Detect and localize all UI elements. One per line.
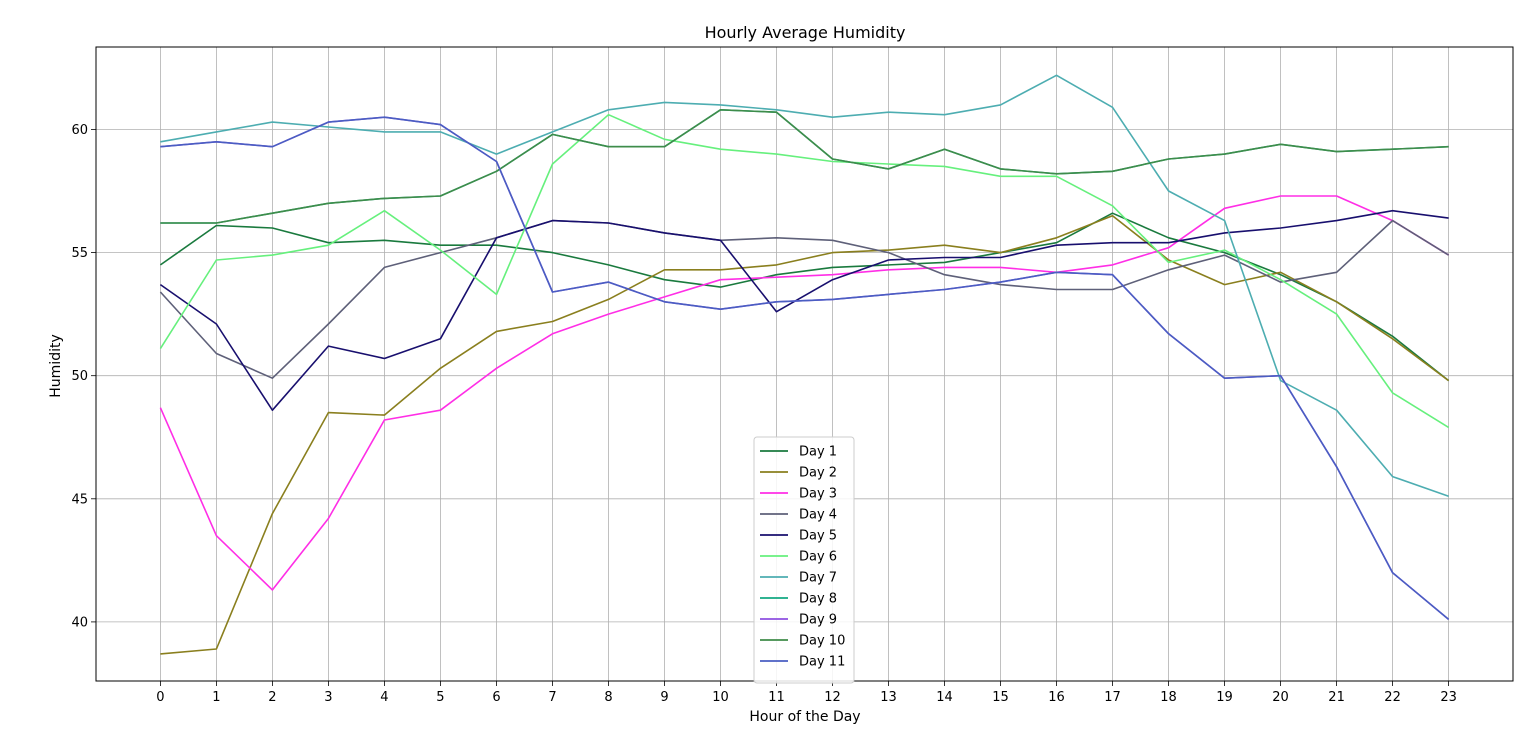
legend: Day 1 Day 2 Day 3 Day 4 Day 5 Day 6 Day 7 Day 8…: [753, 436, 855, 684]
x-tick-label: 11: [768, 690, 785, 705]
legend-label: Day 4: [799, 508, 837, 523]
x-tick-label: 2: [268, 690, 276, 705]
legend-label: Day 7: [799, 571, 837, 586]
x-axis-label: Hour of the Day: [749, 709, 860, 725]
y-axis-ticks: 40 45 50 55 60: [71, 123, 96, 630]
chart-title: Hourly Average Humidity: [705, 23, 906, 42]
legend-label: Day 9: [799, 613, 837, 628]
x-tick-label: 17: [1104, 690, 1121, 705]
series-line-3: [159, 195, 1450, 591]
x-tick-label: 21: [1328, 690, 1345, 705]
series-line-4: [159, 219, 1450, 380]
x-tick-label: 6: [492, 690, 500, 705]
x-tick-label: 19: [1216, 690, 1233, 705]
series-line-5: [159, 209, 1449, 412]
legend-label: Day 10: [799, 634, 845, 649]
x-tick-label: 0: [156, 690, 164, 705]
x-tick-label: 10: [712, 690, 729, 705]
legend-label: Day 8: [799, 592, 837, 607]
legend-label: Day 5: [799, 529, 837, 544]
legend-label: Day 1: [799, 445, 837, 460]
x-tick-label: 13: [880, 690, 897, 705]
x-tick-label: 22: [1384, 690, 1401, 705]
x-tick-label: 9: [660, 690, 668, 705]
series-line-2: [160, 214, 1450, 655]
x-tick-label: 1: [212, 690, 220, 705]
x-tick-label: 8: [604, 690, 612, 705]
x-tick-label: 14: [936, 690, 953, 705]
legend-label: Day 2: [799, 466, 837, 481]
legend-box: [753, 436, 855, 684]
x-axis-ticks: 0 1 2 3 4 5 6 7 8 9 10 11 12 13 14 15 16 17 18 19 20 21 22 23: [156, 681, 1457, 705]
x-tick-label: 15: [992, 690, 1009, 705]
y-tick-label: 45: [71, 492, 88, 507]
legend-label: Day 11: [799, 655, 845, 670]
y-axis-label: Humidity: [48, 334, 64, 397]
legend-label: Day 6: [799, 550, 837, 565]
x-tick-label: 3: [324, 690, 332, 705]
x-tick-label: 7: [548, 690, 556, 705]
x-tick-label: 4: [380, 690, 388, 705]
series-line-1: [159, 212, 1450, 382]
x-tick-label: 20: [1272, 690, 1289, 705]
y-tick-label: 55: [71, 246, 88, 261]
series-line-7: [160, 74, 1449, 498]
y-tick-label: 40: [71, 615, 88, 630]
y-tick-label: 60: [71, 123, 88, 138]
x-tick-label: 12: [824, 690, 841, 705]
y-tick-label: 50: [71, 369, 88, 384]
x-tick-label: 5: [436, 690, 444, 705]
series-line-11: [160, 116, 1450, 621]
series-line-6: [159, 113, 1450, 429]
x-tick-label: 23: [1440, 690, 1457, 705]
legend-label: Day 3: [799, 487, 837, 502]
x-tick-label: 18: [1160, 690, 1177, 705]
series-line-10: [160, 109, 1449, 224]
x-tick-label: 16: [1048, 690, 1065, 705]
series-lines: [159, 74, 1450, 655]
series-line-8: [160, 109, 1449, 224]
